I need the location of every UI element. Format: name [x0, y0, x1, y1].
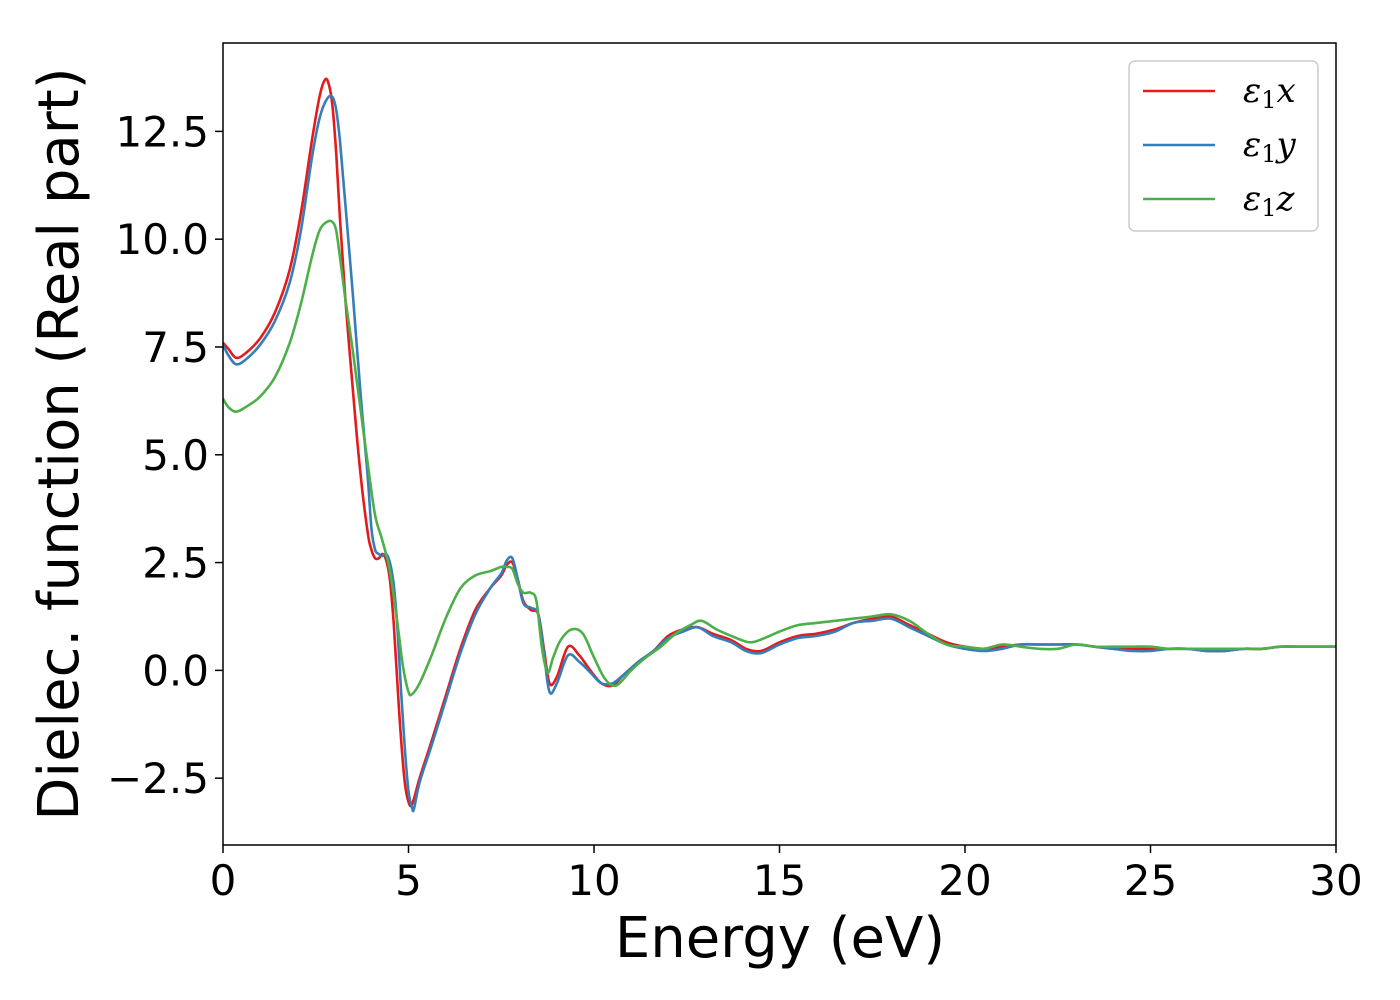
x-tick-label: 30	[1309, 856, 1362, 905]
series-line-z	[223, 219, 1336, 697]
y-tick-label: 12.5	[115, 107, 209, 156]
x-tick-label: 0	[210, 856, 237, 905]
x-tick-label: 20	[938, 856, 991, 905]
y-axis: −2.5 0.0 2.5 5.0 7.5 10.0 12.5	[107, 107, 223, 803]
x-tick-label: 15	[753, 856, 806, 905]
x-tick-label: 5	[395, 856, 422, 905]
y-tick-label: 10.0	[115, 215, 209, 264]
legend-label-x: ε1x	[1243, 71, 1296, 114]
x-tick-label: 25	[1124, 856, 1177, 905]
series-layer	[223, 77, 1336, 813]
legend-label-z: ε1z	[1243, 179, 1296, 222]
y-tick-label: 2.5	[142, 539, 209, 588]
y-tick-label: −2.5	[107, 754, 209, 803]
legend: ε1x ε1y ε1z	[1128, 60, 1319, 232]
x-tick-label: 10	[567, 856, 620, 905]
y-tick-label: 5.0	[142, 431, 209, 480]
x-axis: 0 5 10 15 20 25 30	[210, 845, 1363, 905]
x-axis-title: Energy (eV)	[615, 906, 945, 971]
series-line-y	[223, 94, 1336, 813]
legend-box	[1128, 60, 1319, 232]
y-tick-label: 0.0	[142, 646, 209, 695]
y-tick-label: 7.5	[142, 323, 209, 372]
legend-label-y: ε1y	[1243, 125, 1297, 168]
y-axis-title: Dielec. function (Real part)	[27, 67, 92, 820]
